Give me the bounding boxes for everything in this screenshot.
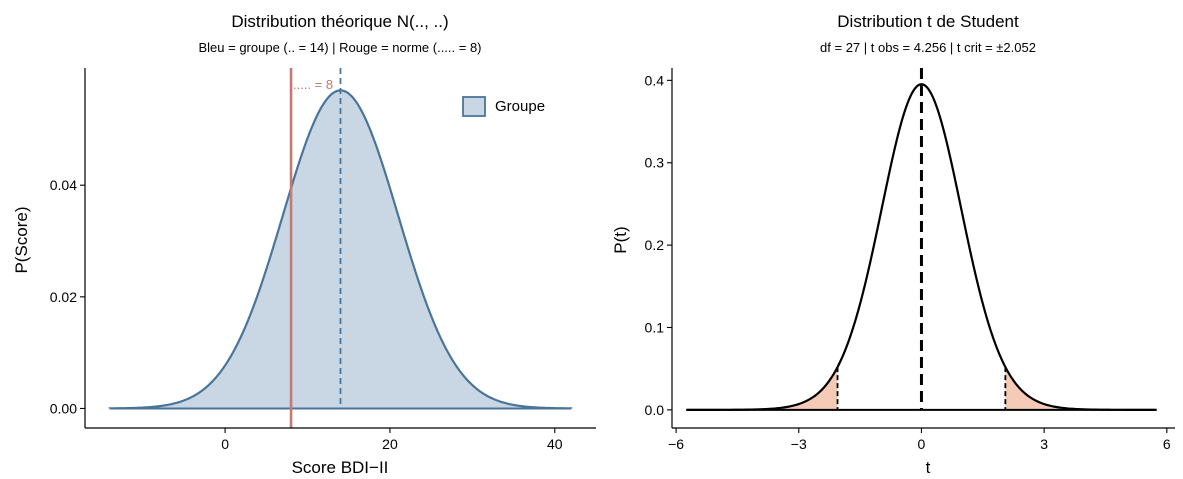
right-x-tick-label: −6 — [668, 436, 684, 452]
right-y-tick-label: 0.3 — [645, 155, 665, 171]
left-y-axis-label: P(Score) — [12, 206, 31, 273]
left-x-tick-label: 20 — [382, 436, 398, 452]
legend-label-groupe: Groupe — [495, 98, 545, 115]
right-y-axis-label: P(t) — [611, 226, 630, 253]
right-x-tick-label: −3 — [791, 436, 807, 452]
right-rejection-tail — [1005, 367, 1157, 410]
legend-key-groupe — [462, 96, 486, 117]
right-x-tick-label: 6 — [1163, 436, 1171, 452]
right-x-tick-label: 3 — [1040, 436, 1048, 452]
right-chart-title: Distribution t de Student — [837, 12, 1019, 31]
right-y-tick-label: 0.2 — [645, 237, 665, 253]
left-chart-title: Distribution théorique N(.., ..) — [231, 12, 448, 31]
left-x-tick-label: 40 — [547, 436, 563, 452]
left-x-axis-label: Score BDI−II — [292, 458, 389, 477]
right-y-tick-label: 0.4 — [645, 72, 665, 88]
right-x-tick-label: 0 — [918, 436, 926, 452]
right-x-axis-label: t — [926, 458, 931, 477]
left-x-tick-label: 0 — [221, 436, 229, 452]
left-chart-subtitle: Bleu = groupe (.. = 14) | Rouge = norme … — [198, 40, 481, 55]
left-rejection-tail — [686, 367, 838, 410]
left-y-tick-label: 0.02 — [50, 289, 77, 305]
right-y-tick-label: 0.0 — [645, 402, 665, 418]
norm-annotation: ..... = 8 — [293, 77, 333, 92]
left-y-tick-label: 0.04 — [50, 177, 77, 193]
right-chart-subtitle: df = 27 | t obs = 4.256 | t crit = ±2.05… — [820, 40, 1036, 55]
left-y-tick-label: 0.00 — [50, 400, 77, 416]
right-y-tick-label: 0.1 — [645, 319, 665, 335]
